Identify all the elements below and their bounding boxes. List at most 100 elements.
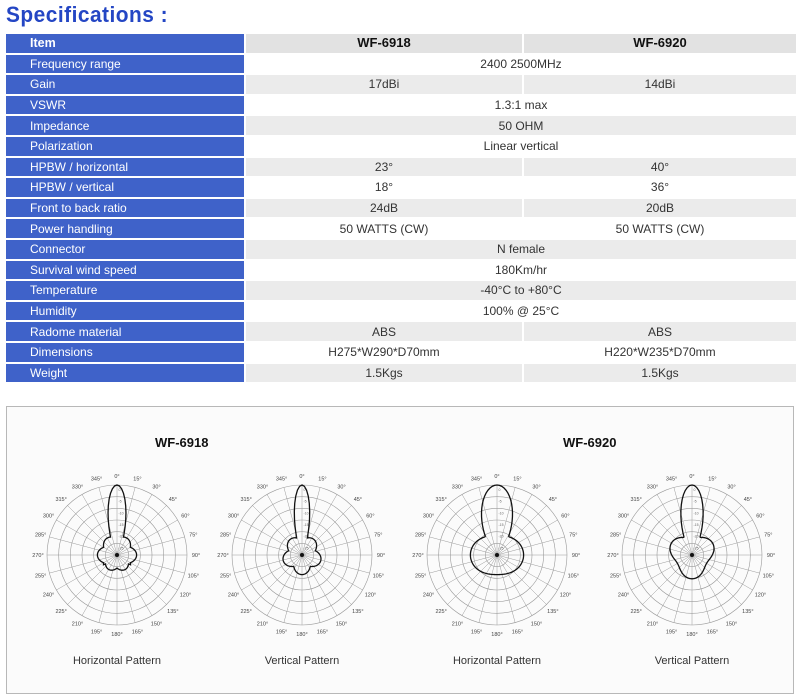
angle-label: 345°	[666, 477, 677, 483]
row-value-model-1: 50 WATTS (CW)	[246, 219, 522, 238]
db-tick-label: -25	[119, 546, 124, 550]
row-value-shared: N female	[246, 239, 796, 259]
row-value-shared: -40°C to +80°C	[246, 281, 796, 300]
row-label: Dimensions	[6, 342, 246, 362]
angle-label: 135°	[167, 609, 178, 615]
angle-label: 285°	[415, 533, 426, 539]
angle-label: 150°	[336, 621, 347, 627]
angle-label: 120°	[560, 593, 571, 599]
wf6918-vertical-pattern-chart: 0° 15° 30° 45° 60° 75° 90° 105° 120° 135° 150° 165°…	[217, 474, 385, 638]
row-value-model-1: 17dBi	[246, 75, 522, 94]
grid-spoke	[241, 519, 303, 556]
angle-label: 285°	[610, 533, 621, 539]
angle-label: 60°	[756, 514, 764, 520]
grid-spoke	[496, 487, 516, 556]
grid-spoke	[436, 554, 498, 591]
angle-label: 15°	[318, 477, 326, 483]
grid-spoke	[631, 519, 693, 556]
grid-spoke	[252, 505, 303, 556]
angle-label: 90°	[192, 553, 200, 559]
angle-label: 195°	[276, 629, 287, 635]
grid-spoke	[642, 505, 693, 556]
grid-spoke	[691, 487, 711, 556]
angle-label: 15°	[133, 477, 141, 483]
angle-label: 75°	[569, 533, 577, 539]
angle-label: 60°	[181, 514, 189, 520]
grid-spoke	[691, 494, 728, 556]
angle-label: 210°	[647, 621, 658, 627]
grid-spoke	[691, 554, 711, 623]
db-tick-label: -5	[694, 500, 697, 504]
angle-label: 90°	[377, 553, 385, 559]
angle-label: 165°	[707, 629, 718, 635]
row-label: Humidity	[6, 301, 246, 321]
caption-wf6920-horizontal: Horizontal Pattern	[452, 655, 542, 667]
angle-label: 150°	[531, 621, 542, 627]
grid-spoke	[49, 536, 118, 556]
table-row: Power handling 50 WATTS (CW) 50 WATTS (CW)	[6, 219, 796, 238]
angle-label: 315°	[240, 497, 251, 503]
grid-spoke	[691, 554, 760, 574]
db-tick-label: -10	[499, 511, 504, 515]
angle-label: 105°	[763, 573, 774, 579]
angle-label: 0°	[299, 474, 304, 480]
grid-spoke	[631, 554, 693, 591]
grid-spoke	[496, 554, 558, 591]
row-value-model-1: H275*W290*D70mm	[246, 342, 522, 362]
table-row: Gain 17dBi 14dBi	[6, 75, 796, 94]
angle-label: 15°	[708, 477, 716, 483]
grid-spoke	[116, 494, 153, 556]
grid-spoke	[691, 505, 742, 556]
angle-label: 30°	[532, 485, 540, 491]
grid-spoke	[116, 554, 178, 591]
grid-spoke	[67, 505, 118, 556]
grid-spoke	[116, 505, 167, 556]
grid-spoke	[301, 505, 352, 556]
db-tick-label: -5	[499, 500, 502, 504]
grid-spoke	[266, 554, 303, 616]
grid-spoke	[496, 519, 558, 556]
angle-label: 165°	[512, 629, 523, 635]
angle-label: 210°	[452, 621, 463, 627]
row-value-model-2: 40°	[522, 157, 796, 177]
grid-spoke	[691, 519, 753, 556]
table-header-row: Item WF-6918 WF-6920	[6, 34, 796, 53]
db-tick-label: -25	[499, 546, 504, 550]
grid-spoke	[116, 554, 185, 574]
angle-label: 300°	[423, 514, 434, 520]
row-value-model-1: ABS	[246, 322, 522, 341]
row-label: HPBW / vertical	[6, 178, 246, 197]
angle-label: 15°	[513, 477, 521, 483]
db-tick-label: 0	[119, 488, 121, 492]
row-value-shared: 100% @ 25°C	[246, 301, 796, 321]
angle-label: 255°	[220, 573, 231, 579]
grid-spoke	[301, 554, 370, 574]
table-row: VSWR 1.3:1 max	[6, 95, 796, 115]
angle-label: 210°	[72, 621, 83, 627]
row-value-model-2: 1.5Kgs	[522, 363, 796, 383]
specifications-table: Item WF-6918 WF-6920 Frequency range 2400 25…	[6, 32, 796, 384]
table-row: Temperature -40°C to +80°C	[6, 281, 796, 300]
grid-spoke	[301, 494, 338, 556]
grid-spoke	[478, 487, 498, 556]
center-point	[690, 553, 694, 557]
db-tick-label: -15	[694, 523, 699, 527]
db-tick-label: -10	[119, 511, 124, 515]
angle-label: 345°	[471, 477, 482, 483]
row-label: Front to back ratio	[6, 198, 246, 218]
table-row: Dimensions H275*W290*D70mm H220*W235*D70mm	[6, 342, 796, 362]
grid-spoke	[301, 536, 370, 556]
grid-spoke	[98, 554, 118, 623]
wf6920-vertical-pattern-chart: 0° 15° 30° 45° 60° 75° 90° 105° 120° 135° 150° 165°…	[607, 474, 775, 638]
table-row: Weight 1.5Kgs 1.5Kgs	[6, 363, 796, 383]
angle-label: 0°	[494, 474, 499, 480]
db-tick-label: -10	[694, 511, 699, 515]
table-row: HPBW / vertical 18° 36°	[6, 178, 796, 197]
angle-label: 255°	[35, 573, 46, 579]
angle-label: 105°	[373, 573, 384, 579]
grid-spoke	[283, 487, 303, 556]
grid-spoke	[116, 554, 167, 605]
pattern-trace	[282, 484, 322, 576]
angle-label: 195°	[666, 629, 677, 635]
grid-spoke	[116, 554, 136, 623]
